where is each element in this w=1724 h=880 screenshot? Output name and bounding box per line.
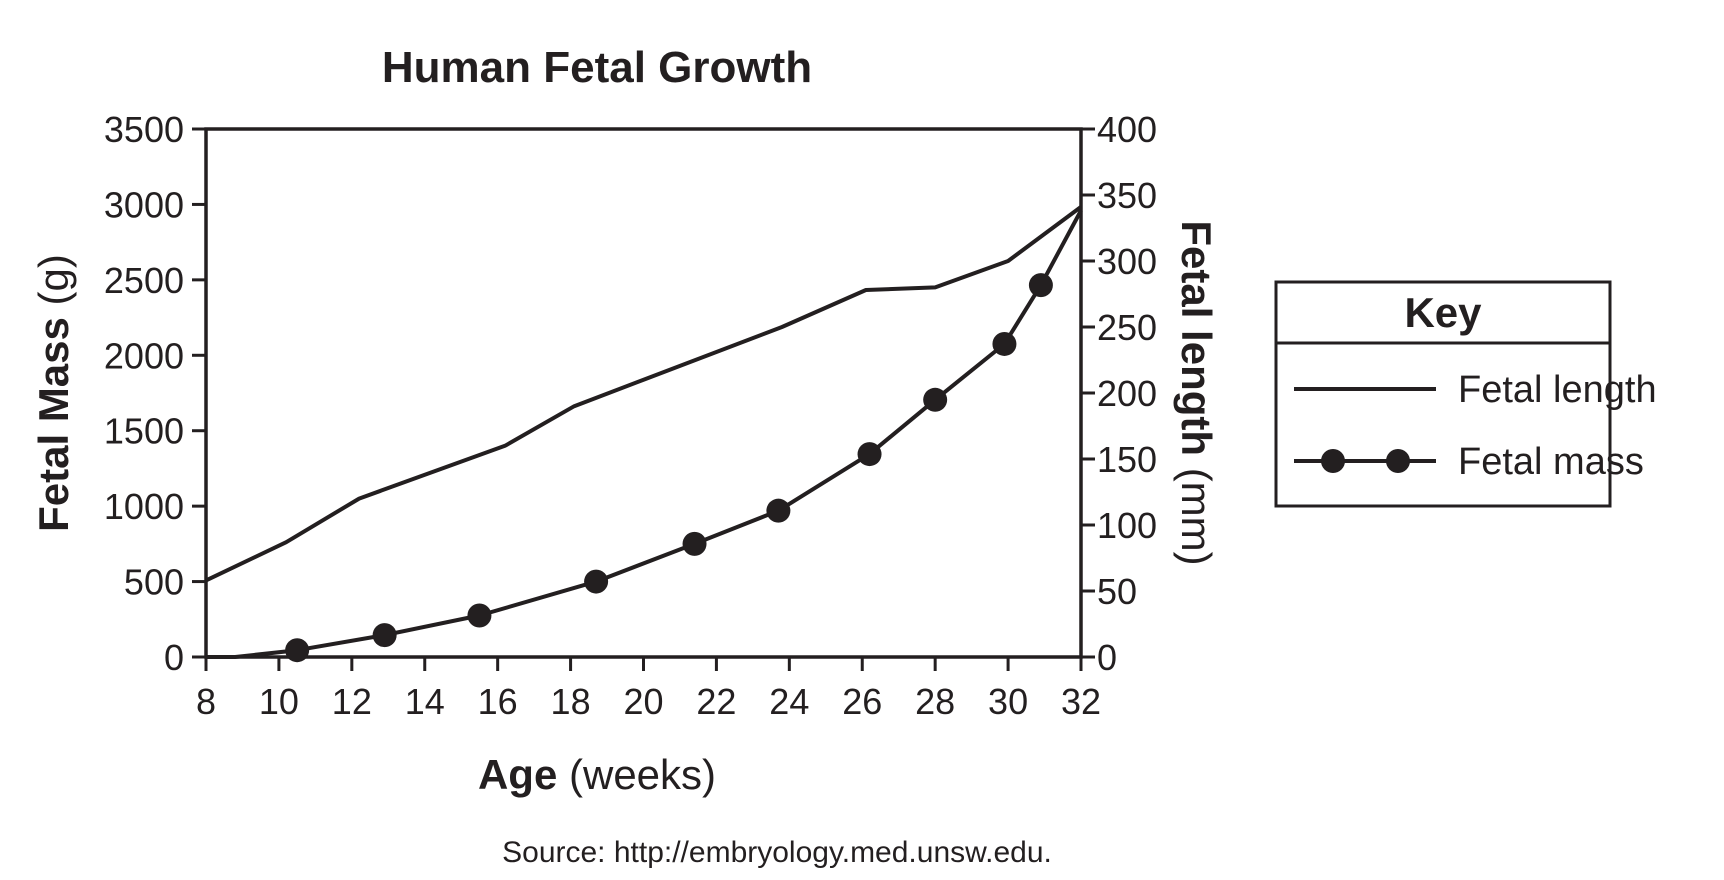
- legend-entry-mass: Fetal mass: [1458, 441, 1644, 483]
- x-axis-label-main: Age: [478, 751, 557, 798]
- x-tick-label: 10: [259, 681, 299, 722]
- right-tick-label: 400: [1097, 109, 1157, 150]
- left-tick-label: 3500: [104, 109, 184, 150]
- chart-title: Human Fetal Growth: [382, 43, 812, 92]
- legend-mass-marker: [1321, 449, 1345, 473]
- left-axis-label-main: Fetal Mass: [30, 317, 77, 532]
- right-tick-label: 200: [1097, 373, 1157, 414]
- x-tick-label: 32: [1061, 681, 1101, 722]
- left-tick-label: 500: [124, 562, 184, 603]
- right-axis-label-unit: (mm): [1173, 456, 1220, 566]
- legend-mass-marker: [1386, 449, 1410, 473]
- source-note: Source: http://embryology.med.unsw.edu.: [502, 836, 1052, 869]
- x-tick-label: 16: [478, 681, 518, 722]
- right-axis-label: Fetal length (mm): [1173, 220, 1220, 565]
- left-tick-label: 1500: [104, 411, 184, 452]
- right-axis-ticks: 0 50 100 150 200 250 300 350 400: [1081, 109, 1157, 678]
- fetal-mass-point: [857, 442, 882, 467]
- plot-area: 8 10 12 14 16 18 20 22 24 26 28 30 32 05001000150020…: [104, 109, 1157, 722]
- x-tick-label: 26: [842, 681, 882, 722]
- left-tick-label: 2500: [104, 260, 184, 301]
- fetal-mass-point: [1028, 273, 1053, 298]
- legend: Key Fetal length Fetal mass: [1274, 280, 1657, 508]
- x-tick-label: 28: [915, 681, 955, 722]
- left-tick-label: 0: [164, 637, 184, 678]
- legend-entry-length: Fetal length: [1458, 369, 1657, 411]
- x-tick-label: 30: [988, 681, 1028, 722]
- series-layer: [205, 205, 1083, 663]
- right-tick-label: 300: [1097, 241, 1157, 282]
- x-axis-ticks: 8 10 12 14 16 18 20 22 24 26 28 30 32: [196, 657, 1101, 722]
- right-tick-label: 250: [1097, 307, 1157, 348]
- right-tick-label: 50: [1097, 571, 1137, 612]
- fetal-mass-point: [584, 569, 609, 594]
- left-tick-label: 3000: [104, 184, 184, 225]
- fetal-length-line: [205, 205, 1083, 583]
- x-tick-label: 20: [623, 681, 663, 722]
- left-axis-ticks: 0 500 1000 1500 2000 2500 3000 3500: [104, 109, 206, 678]
- fetal-mass-point: [766, 498, 791, 523]
- legend-title: Key: [1404, 289, 1482, 336]
- left-axis-label-unit: (g): [30, 254, 77, 317]
- fetal-mass-point: [467, 603, 492, 628]
- x-tick-label: 22: [696, 681, 736, 722]
- fetal-mass-line: [206, 209, 1083, 659]
- plot-frame: [204, 127, 1083, 659]
- x-tick-label: 18: [551, 681, 591, 722]
- fetal-mass-point: [372, 623, 397, 648]
- x-axis-label-unit: (weeks): [557, 751, 716, 798]
- x-tick-label: 14: [405, 681, 445, 722]
- right-tick-label: 350: [1097, 175, 1157, 216]
- right-tick-label: 0: [1097, 637, 1117, 678]
- right-axis-label-main: Fetal length: [1173, 220, 1220, 456]
- x-axis-label: Age (weeks): [478, 751, 716, 798]
- right-tick-label: 150: [1097, 439, 1157, 480]
- left-tick-label: 2000: [104, 335, 184, 376]
- x-tick-label: 24: [769, 681, 809, 722]
- right-tick-label: 100: [1097, 505, 1157, 546]
- fetal-mass-point: [285, 638, 310, 663]
- fetal-mass-point: [992, 331, 1017, 356]
- left-axis-label: Fetal Mass (g): [30, 254, 77, 532]
- x-tick-label: 12: [332, 681, 372, 722]
- fetal-mass-point: [923, 387, 948, 412]
- fetal-mass-point: [682, 531, 707, 556]
- x-tick-label: 8: [196, 681, 216, 722]
- left-tick-label: 1000: [104, 486, 184, 527]
